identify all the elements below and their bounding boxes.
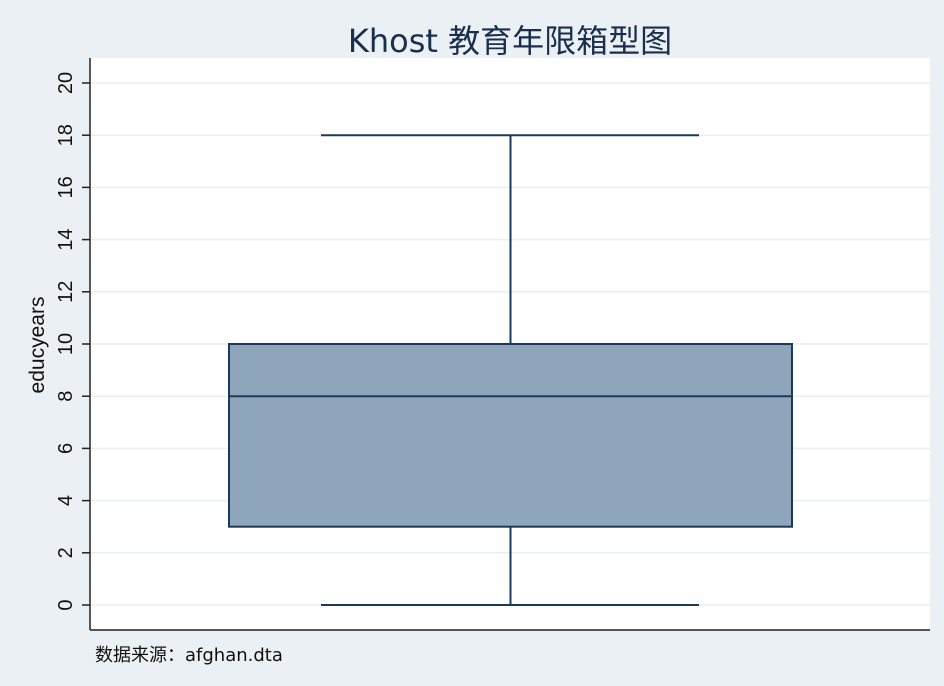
y-tick-label: 14 xyxy=(55,228,77,250)
y-tick-label: 6 xyxy=(55,443,77,454)
y-tick-label: 20 xyxy=(55,72,77,94)
chart-title: Khost 教育年限箱型图 xyxy=(348,22,672,60)
y-tick-label: 2 xyxy=(55,547,77,558)
y-axis-label: educyears xyxy=(26,297,49,394)
y-tick-label: 8 xyxy=(55,391,77,402)
interquartile-box xyxy=(228,343,793,528)
y-tick-label: 16 xyxy=(55,176,77,198)
y-tick-label: 10 xyxy=(55,333,77,355)
y-tick-label: 18 xyxy=(55,124,77,146)
y-tick-label: 4 xyxy=(55,495,77,506)
y-axis: 0 2 4 6 8 10 12 14 16 18 20 xyxy=(55,58,91,630)
data-source-note: 数据来源：afghan.dta xyxy=(95,645,283,666)
y-tick-label: 0 xyxy=(55,599,77,610)
box-plot xyxy=(228,134,793,606)
y-tick-label: 12 xyxy=(55,281,77,303)
